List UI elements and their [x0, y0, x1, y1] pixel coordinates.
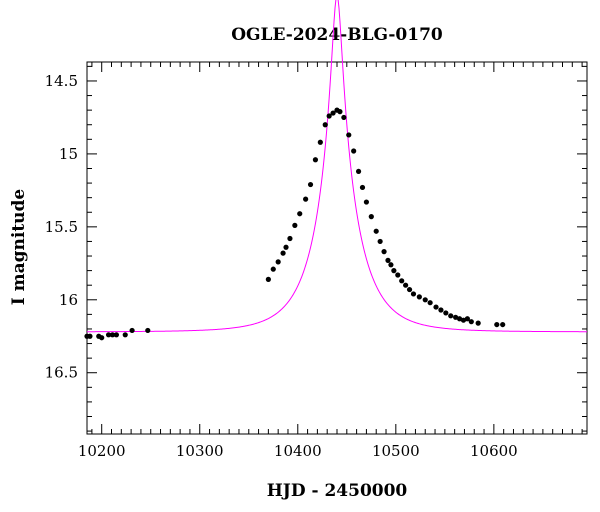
data-point	[326, 113, 332, 119]
data-point	[385, 257, 391, 263]
data-point	[399, 278, 405, 284]
data-point	[443, 310, 449, 316]
data-point	[297, 211, 303, 217]
data-point	[373, 228, 379, 234]
data-point	[456, 316, 463, 322]
plot-frame	[86, 61, 588, 435]
data-point	[464, 316, 470, 322]
data-point	[351, 148, 357, 154]
data-point	[287, 235, 293, 242]
x-tick-label: 10400	[274, 442, 322, 460]
data-point	[403, 282, 409, 288]
data-point	[391, 268, 397, 274]
data-point	[427, 300, 433, 306]
data-point	[303, 196, 309, 202]
y-tick-label: 14.5	[45, 72, 78, 90]
data-point	[280, 250, 286, 256]
plot-area: 10200 10300 10400 10500 10600 14.5 15 15.5 16 16.…	[45, 0, 588, 460]
data-point	[322, 122, 328, 128]
data-point	[448, 313, 454, 319]
data-point	[363, 199, 370, 205]
data-point	[87, 333, 93, 339]
data-point	[341, 114, 347, 121]
data-point	[292, 222, 298, 228]
data-point	[395, 272, 401, 278]
x-tick-label: 10200	[78, 442, 126, 460]
data-point	[99, 335, 105, 341]
data-point	[475, 320, 481, 326]
x-tick-label: 10300	[176, 442, 224, 460]
y-tick-label: 15.5	[45, 218, 78, 236]
data-point	[410, 291, 417, 297]
data-point	[270, 266, 276, 272]
data-point	[422, 297, 428, 303]
y-tick-label: 16.5	[45, 364, 78, 382]
data-point	[312, 157, 319, 163]
data-point	[330, 110, 336, 116]
data-point	[129, 327, 135, 334]
data-point	[283, 244, 289, 250]
data-point	[468, 319, 474, 325]
data-point	[500, 321, 506, 328]
data-point	[494, 321, 500, 328]
data-point	[317, 139, 323, 145]
data-point	[453, 314, 459, 320]
data-point	[368, 214, 374, 220]
data-point	[355, 168, 362, 175]
x-tick-label: 10600	[470, 442, 518, 460]
data-point	[105, 332, 112, 338]
data-point	[122, 332, 128, 338]
data-point	[145, 327, 151, 334]
chart-title: OGLE-2024-BLG-0170	[231, 25, 443, 45]
data-point	[346, 132, 352, 138]
data-point	[109, 332, 116, 338]
y-tick-label: 16	[59, 291, 78, 309]
data-point	[337, 109, 343, 115]
data-point	[275, 259, 281, 265]
data-point	[359, 184, 366, 191]
y-tick-label: 15	[59, 145, 78, 163]
data-point	[377, 238, 383, 245]
data-point	[265, 276, 271, 282]
data-point	[406, 286, 413, 293]
data-point	[307, 181, 314, 188]
x-tick-label: 10500	[372, 442, 420, 460]
x-axis-label: HJD - 2450000	[267, 481, 408, 501]
data-point	[438, 307, 444, 313]
y-axis-label: I magnitude	[9, 189, 29, 306]
data-point	[460, 317, 467, 323]
data-point	[388, 262, 394, 268]
model-curve	[87, 0, 587, 333]
data-point	[416, 294, 422, 300]
data-point	[113, 332, 120, 338]
data-point	[381, 249, 387, 255]
data-point	[433, 304, 439, 310]
